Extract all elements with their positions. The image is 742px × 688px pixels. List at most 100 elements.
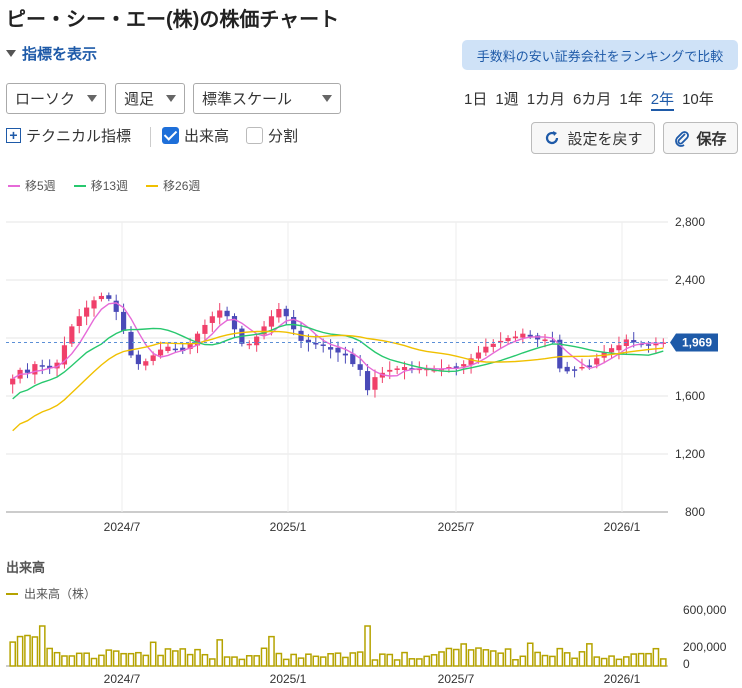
volume-y-tick-label: 200,000: [683, 640, 727, 654]
chart-style-select[interactable]: ローソク: [6, 83, 106, 114]
volume-checkbox[interactable]: 出来高: [162, 125, 229, 146]
volume-bar: [586, 643, 593, 667]
volume-bar: [68, 655, 76, 667]
ranking-link-button[interactable]: 手数料の安い証券会社をランキングで比較: [462, 40, 738, 70]
volume-bar: [61, 655, 68, 667]
volume-bar: [238, 658, 246, 667]
period-tabs: 1日 1週 1カ月 6カ月 1年 2年 10年: [456, 88, 714, 111]
period-6m[interactable]: 6カ月: [573, 91, 612, 108]
chart-style-value: ローソク: [15, 91, 76, 108]
candle-body: [10, 378, 16, 385]
current-price-label: 1,969: [682, 335, 712, 349]
candle-body: [298, 330, 304, 341]
y-tick-label: 2,400: [675, 273, 705, 287]
candle-body: [453, 366, 459, 369]
candle-body: [91, 300, 97, 309]
triangle-down-icon: [6, 50, 16, 57]
candle-body: [150, 355, 156, 361]
volume-bar: [24, 634, 31, 667]
volume-bar: [408, 658, 416, 667]
candle-body: [268, 316, 275, 327]
volume-bar: [600, 657, 608, 667]
candle-body: [54, 362, 60, 369]
candle-body: [194, 333, 201, 346]
volume-bar: [504, 648, 512, 667]
divider: [150, 127, 151, 147]
volume-y-tick-label: 0: [683, 657, 690, 671]
technical-indicator-toggle[interactable]: + テクニカル指標: [6, 125, 131, 146]
y-tick-label: 1,200: [675, 447, 705, 461]
candle-body: [594, 358, 600, 365]
period-1d[interactable]: 1日: [464, 91, 488, 108]
reset-settings-button[interactable]: 設定を戻す: [531, 122, 655, 154]
volume-bar: [216, 639, 224, 667]
split-checkbox[interactable]: 分割: [246, 125, 298, 146]
x-tick-label: 2025/1: [270, 520, 307, 534]
candle-body: [505, 338, 511, 342]
candle-body: [498, 340, 504, 343]
volume-bar: [438, 651, 445, 667]
volume-bar: [541, 654, 549, 667]
period-1y[interactable]: 1年: [619, 91, 643, 108]
volume-bar: [637, 652, 645, 667]
candle-body: [549, 340, 555, 342]
volume-bar: [556, 647, 564, 667]
volume-bar: [349, 652, 357, 667]
volume-bar: [186, 653, 194, 667]
candle-body: [320, 344, 326, 346]
period-type-select[interactable]: 週足: [115, 83, 185, 114]
candle-body: [39, 365, 45, 367]
candle-body: [645, 344, 652, 346]
volume-x-tick-label: 2024/7: [104, 672, 141, 686]
indicator-toggle-label: 指標を表示: [22, 46, 98, 63]
volume-bar: [593, 656, 601, 667]
period-2y[interactable]: 2年: [650, 88, 675, 111]
volume-bar: [393, 659, 401, 667]
volume-bar: [512, 659, 519, 667]
period-1m[interactable]: 1カ月: [526, 91, 566, 108]
checkbox-unchecked-icon: [246, 127, 263, 144]
chevron-down-icon: [166, 95, 176, 102]
candle-body: [401, 367, 408, 371]
candle-body: [172, 348, 178, 351]
chevron-down-icon: [87, 95, 97, 102]
volume-bar: [305, 653, 312, 667]
volume-bar: [319, 656, 327, 667]
volume-bar: [356, 651, 364, 667]
candle-body: [283, 308, 289, 317]
candle-body: [468, 358, 474, 365]
volume-bar: [497, 652, 504, 667]
volume-bar: [364, 625, 371, 667]
y-tick-label: 1,600: [675, 389, 705, 403]
volume-bar: [445, 647, 453, 667]
volume-bar: [282, 658, 290, 667]
scale-select[interactable]: 標準スケール: [193, 83, 341, 114]
candle-body: [135, 354, 141, 365]
volume-legend-label: 出来高（株）: [24, 587, 97, 601]
volume-bars: [9, 625, 667, 667]
candle-body: [305, 339, 312, 343]
save-button[interactable]: 保存: [663, 122, 738, 154]
indicator-toggle[interactable]: 指標を表示: [6, 43, 97, 64]
period-1w[interactable]: 1週: [495, 91, 519, 108]
candle-body: [631, 340, 637, 343]
volume-bar: [659, 658, 667, 667]
period-10y[interactable]: 10年: [682, 91, 714, 108]
candle-body: [483, 346, 489, 353]
volume-legend: 出来高（株）: [6, 585, 96, 602]
volume-bar: [371, 659, 379, 667]
candle-body: [231, 316, 238, 330]
candle-body: [586, 365, 592, 367]
volume-bar: [142, 654, 150, 667]
x-tick-label: 2025/7: [438, 520, 475, 534]
volume-bar: [223, 656, 231, 667]
volume-bar: [549, 655, 556, 667]
candle-body: [490, 343, 496, 347]
volume-bar: [164, 648, 172, 667]
candle-body: [653, 343, 659, 346]
volume-bar: [194, 648, 201, 667]
legend-ma13: 移13週: [73, 177, 128, 194]
candle-body: [84, 307, 90, 317]
split-label: 分割: [268, 128, 299, 145]
